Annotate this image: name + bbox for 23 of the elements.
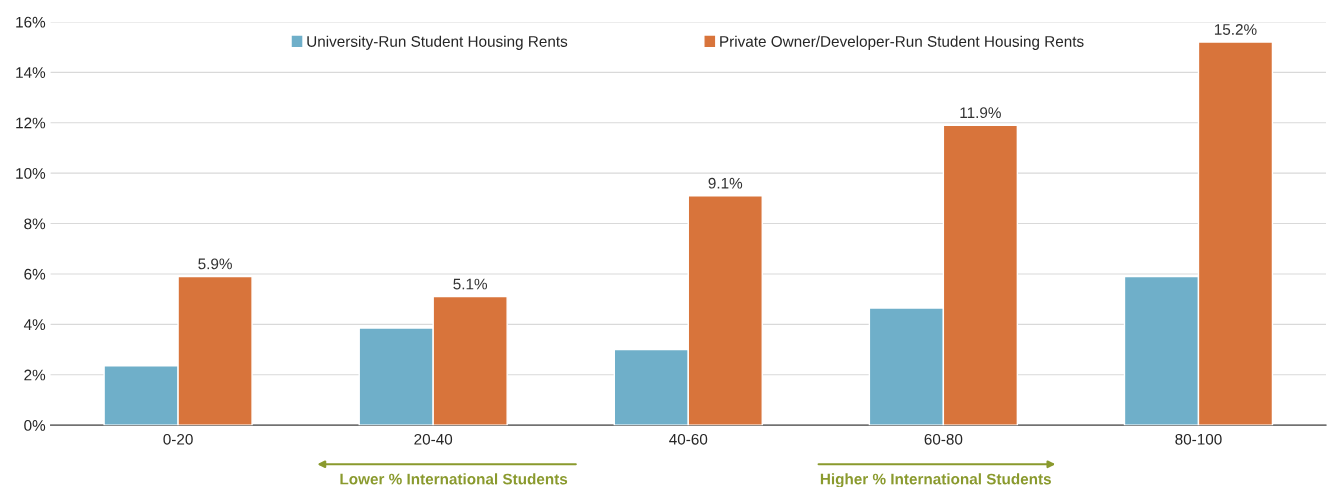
data-label: 15.2% [1214,24,1257,35]
text: Higher % International Students [820,473,1051,487]
legend-label: Private Owner/Developer-Run Student Housing Rents [720,35,1084,50]
y-tick-label: 4% [23,319,46,330]
x-tick-label: 60-80 [924,433,963,445]
y-tick-label: 6% [24,268,46,280]
x-tick-label: 20-40 [414,433,453,445]
y-tick-label: 10% [16,168,46,179]
y-tick-label: 0% [24,420,46,431]
legend-label: University-Run Student Housing Rents [307,35,568,50]
y-tick-label: 8% [24,218,46,230]
data-label: 9.1% [708,177,743,189]
data-label: 5.9% [198,258,232,270]
y-tick-label: 16% [16,16,46,28]
data-label: 11.9% [960,107,1001,119]
y-tick-label: 14% [16,67,46,78]
y-tick-label: 12% [16,117,46,129]
text: Lower % International Students [340,473,568,485]
data-label: 5.1% [453,278,488,290]
y-tick-label: 2% [24,369,46,381]
x-tick-label: 80-100 [1175,433,1222,445]
x-tick-label: 0-20 [163,433,193,445]
x-tick-label: 40-60 [669,433,708,445]
